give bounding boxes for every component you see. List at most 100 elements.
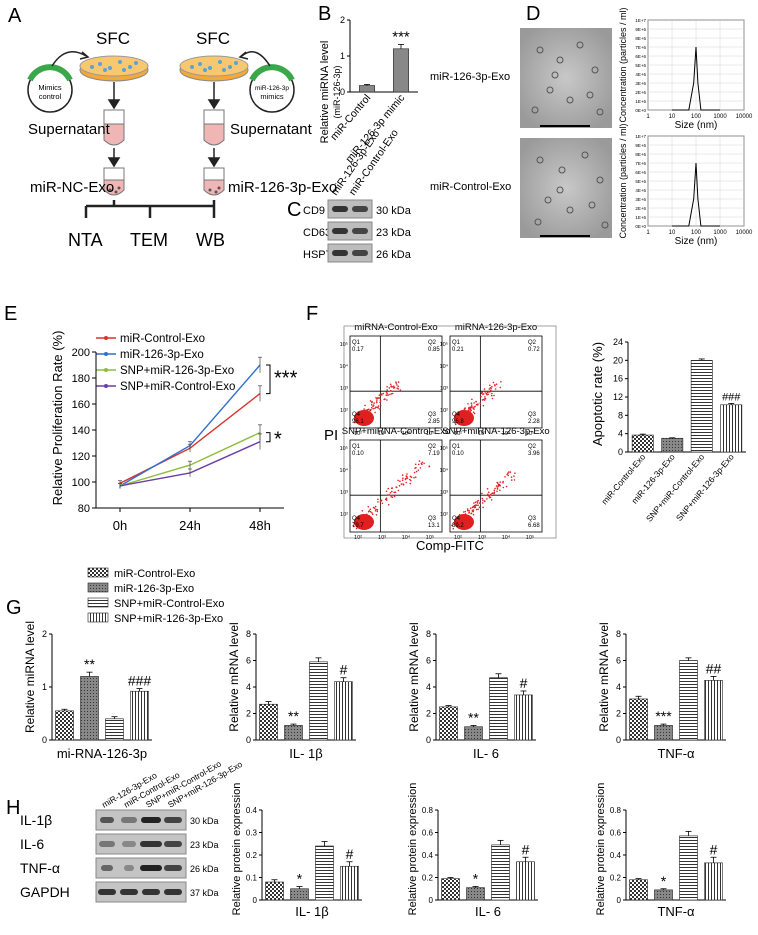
blot-size-label: 26 kDa xyxy=(376,249,412,261)
legend-label: miR-126-3p-Exo xyxy=(120,349,204,361)
event-dot xyxy=(386,389,389,391)
y-axis-label: Relative protein expression xyxy=(407,783,419,916)
event-dot xyxy=(489,384,491,387)
y-tick-label: 0.4 xyxy=(246,806,258,815)
event-dot xyxy=(415,470,418,473)
legend-e: miR-Control-Exo miR-126-3p-Exo SNP+miR-126… xyxy=(96,333,235,393)
y-tick-label: 0 xyxy=(426,735,431,745)
y-tick-label: 80 xyxy=(78,503,90,515)
legend-label: SNP+miR-Control-Exo xyxy=(120,381,235,393)
x-axis-label: IL- 1β xyxy=(289,746,323,761)
y-tick-label: 0.4 xyxy=(422,851,434,860)
event-dot xyxy=(401,479,404,482)
event-dot xyxy=(495,485,498,487)
bar xyxy=(439,706,458,741)
event-dot xyxy=(396,387,399,390)
vesicle xyxy=(591,66,599,74)
blot-size-label: 37 kDa xyxy=(190,888,219,898)
event-dot xyxy=(371,512,373,514)
event-dot xyxy=(497,482,499,484)
event-cluster xyxy=(454,514,474,530)
bar xyxy=(720,404,743,453)
event-dot xyxy=(507,472,509,475)
event-dot xyxy=(388,494,391,496)
blot-size-label: 26 kDa xyxy=(190,864,219,874)
y-tick-label: 180 xyxy=(72,373,90,385)
y-tick-label: 24 xyxy=(613,337,623,347)
event-dot xyxy=(483,388,486,390)
event-dot xyxy=(475,403,478,406)
event-dot xyxy=(405,475,408,477)
quadrant-q1: 0.10 xyxy=(352,451,364,457)
bar xyxy=(340,865,359,901)
event-dot xyxy=(387,487,390,490)
vesicle xyxy=(566,206,574,214)
vesicle xyxy=(576,41,584,49)
event-dot xyxy=(482,499,484,502)
y-axis-label: Relative mRNA level xyxy=(227,622,241,731)
x-tick-label: 100 xyxy=(691,230,702,236)
significance-mark: *** xyxy=(392,28,410,45)
event-dot xyxy=(396,384,398,386)
event-dot xyxy=(490,499,493,501)
quadrant-q2: Q2 xyxy=(528,444,537,450)
x-tick-label: 100 xyxy=(691,114,702,120)
flow-x-tick: 10⁴ xyxy=(502,430,511,437)
size-distribution-line xyxy=(672,162,720,227)
event-dot xyxy=(486,488,489,490)
event-dot xyxy=(376,508,379,511)
blot-band xyxy=(101,865,113,871)
blot-size-label: 23 kDa xyxy=(190,840,219,850)
event-dot xyxy=(480,395,482,398)
event-dot xyxy=(483,500,486,503)
event-dot xyxy=(414,463,417,466)
bar xyxy=(464,726,483,741)
event-dot xyxy=(417,463,420,466)
event-dot xyxy=(380,500,382,503)
event-dot xyxy=(510,476,513,478)
event-dot xyxy=(496,490,498,493)
event-dot xyxy=(384,398,386,400)
event-dot xyxy=(473,412,476,415)
event-dot xyxy=(390,386,393,388)
event-dot xyxy=(491,392,493,395)
significance-mark: ### xyxy=(722,391,741,403)
bar xyxy=(679,835,698,901)
sfc-left-label: SFC xyxy=(96,29,130,48)
panel-letter-b: B xyxy=(318,3,331,25)
legend-label: miR-Control-Exo xyxy=(114,568,195,580)
event-dot xyxy=(428,465,431,468)
bar-chart-h1: 0 0.1 0.2 0.3 0.4 * # IL- 1β Relative protein ex… xyxy=(231,783,362,919)
event-dot xyxy=(454,423,457,426)
event-dot xyxy=(374,510,377,512)
event-dot xyxy=(482,506,484,509)
quadrant-q3: Q3 xyxy=(528,412,537,418)
bar xyxy=(334,681,353,741)
y-tick-label: 2E+6 xyxy=(635,206,646,211)
y-tick-label: 100 xyxy=(72,477,90,489)
event-dot xyxy=(374,411,376,414)
event-dot xyxy=(413,477,415,479)
event-dot xyxy=(466,508,469,510)
y-tick-label: 4 xyxy=(246,682,251,692)
event-dot xyxy=(386,399,388,401)
panel-h: H miR-126-3p-ExomiR-Control-ExoSNP+miR-C… xyxy=(6,758,726,919)
blot-band xyxy=(164,817,182,823)
event-dot xyxy=(419,467,422,469)
culture-dish-left xyxy=(79,55,149,82)
event-dot xyxy=(484,398,487,400)
mir-mimics-line1: miR-126-3p xyxy=(255,85,289,92)
significance-mark: # xyxy=(520,675,528,691)
x-axis-label: mi-RNA-126-3p xyxy=(57,746,147,761)
supernatant-right-label: Supernatant xyxy=(230,121,313,138)
y-tick-label: 8 xyxy=(618,410,623,420)
panel-f: F PI Comp-FITC miRNA-Control-ExoQ10.17Q2… xyxy=(306,303,746,553)
event-dot xyxy=(494,487,496,490)
event-dot xyxy=(489,496,492,499)
x-axis-label: IL- 1β xyxy=(295,904,329,919)
y-tick-label: 2 xyxy=(246,709,251,719)
blot-band xyxy=(352,228,368,234)
y-tick-label: 6 xyxy=(246,656,251,666)
quadrant-q1: Q1 xyxy=(452,444,461,450)
flow-y-tick: 10⁵ xyxy=(440,341,448,348)
